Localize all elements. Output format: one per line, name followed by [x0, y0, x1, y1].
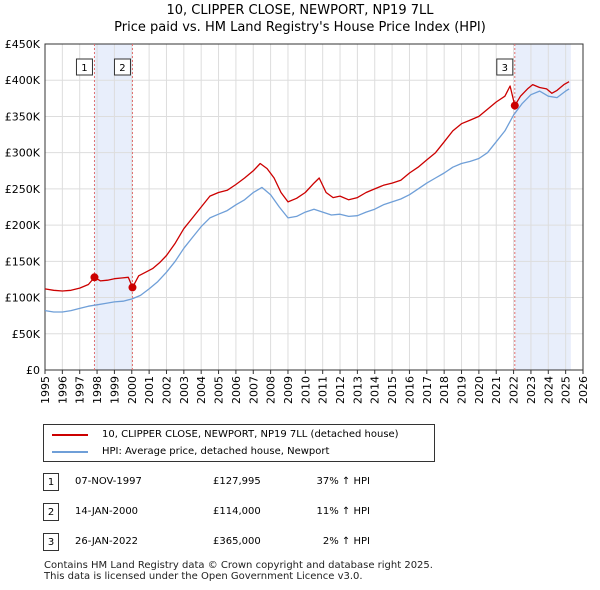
x-tick-label: 2013: [351, 376, 364, 404]
shaded-regions: [94, 44, 571, 370]
sale-marker-lines: [93, 44, 516, 370]
footer-copyright: Contains HM Land Registry data © Crown c…: [44, 560, 433, 571]
transaction-date: 26-JAN-2022: [75, 536, 139, 547]
footer-licence: This data is licensed under the Open Gov…: [44, 571, 363, 582]
transaction-price: £365,000: [213, 536, 261, 547]
x-tick-label: 2006: [230, 376, 243, 404]
x-tick-label: 2008: [265, 376, 278, 404]
x-tick-label: 1997: [74, 376, 87, 404]
x-tick-label: 2003: [178, 376, 191, 404]
shaded-region: [94, 44, 133, 370]
sale-markers: 1 2 3: [75, 58, 519, 292]
y-tick-label: £300K: [5, 147, 41, 160]
y-tick-label: £150K: [5, 255, 41, 268]
x-tick-label: 2019: [456, 376, 469, 404]
legend: 10, CLIPPER CLOSE, NEWPORT, NP19 7LL (de…: [43, 424, 435, 462]
transaction-number: 2: [43, 503, 59, 521]
sale-point: [90, 273, 99, 282]
y-tick-label: £350K: [5, 110, 41, 123]
plot-frame: [44, 43, 584, 371]
x-tick-label: 2016: [403, 376, 416, 404]
transaction-hpi-diff: 37% ↑ HPI: [316, 476, 370, 487]
x-tick-label: 2020: [473, 376, 486, 404]
hpi-series-line: [44, 88, 570, 313]
x-tick-label: 2004: [195, 376, 208, 404]
x-tick-label: 2002: [160, 376, 173, 404]
x-tick-label: 2023: [525, 376, 538, 404]
footer-attribution: Contains HM Land Registry data © Crown c…: [44, 560, 433, 582]
x-tick-label: 2022: [508, 376, 521, 404]
x-tick-label: 1996: [56, 376, 69, 404]
y-tick-label: £0: [26, 364, 40, 377]
legend-price-label: 10, CLIPPER CLOSE, NEWPORT, NP19 7LL (de…: [102, 429, 399, 440]
transaction-row: 1 07-NOV-1997 £127,995 37% ↑ HPI: [0, 473, 600, 493]
transaction-date: 07-NOV-1997: [75, 476, 142, 487]
sale-label-box: [113, 58, 131, 76]
x-tick-label: 2026: [577, 376, 590, 404]
shaded-region: [514, 44, 571, 370]
x-tick-label: 2025: [560, 376, 573, 404]
y-tick-label: £200K: [5, 219, 41, 232]
sale-label-number: 3: [502, 63, 508, 74]
transaction-number: 1: [43, 473, 59, 491]
y-tick-label: £400K: [5, 74, 41, 87]
x-tick-label: 2007: [247, 376, 260, 404]
y-tick-label: £100K: [5, 292, 41, 305]
x-tick-label: 1998: [91, 376, 104, 404]
sale-point: [128, 283, 137, 292]
transaction-row: 3 26-JAN-2022 £365,000 2% ↑ HPI: [0, 533, 600, 553]
sale-label-box: [75, 58, 93, 76]
legend-price-swatch: [52, 434, 88, 436]
price-chart: £0 £50K £100K £150K £200K £250K £300K £350K £400…: [5, 38, 590, 404]
transaction-hpi-diff: 11% ↑ HPI: [316, 506, 370, 517]
x-tick-label: 2021: [490, 376, 503, 404]
transaction-number: 3: [43, 533, 59, 551]
transaction-price: £114,000: [213, 506, 261, 517]
x-tick-label: 2024: [542, 376, 555, 404]
chart-subtitle: Price paid vs. HM Land Registry's House …: [114, 20, 486, 35]
transaction-date: 14-JAN-2000: [75, 506, 139, 517]
legend-hpi-label: HPI: Average price, detached house, Newp…: [102, 446, 330, 457]
transaction-hpi-diff: 2% ↑ HPI: [322, 536, 370, 547]
sale-label-box: [496, 58, 514, 76]
y-tick-label: £50K: [12, 328, 41, 341]
price-series-line: [44, 81, 570, 292]
series-lines: [44, 81, 570, 313]
x-tick-label: 2018: [438, 376, 451, 404]
y-tick-label: £450K: [5, 38, 41, 51]
legend-hpi-swatch: [52, 451, 88, 453]
transaction-price: £127,995: [213, 476, 261, 487]
x-tick-label: 2017: [421, 376, 434, 404]
sale-label-number: 2: [119, 63, 125, 74]
x-tick-label: 2012: [334, 376, 347, 404]
x-axis-ticks: 1995 1996 1997 1998 1999 2000 2001 2002 2003 2004…: [39, 370, 590, 404]
x-tick-label: 2015: [386, 376, 399, 404]
x-tick-label: 2011: [317, 376, 330, 404]
x-tick-label: 1995: [39, 376, 52, 404]
x-tick-label: 2014: [369, 376, 382, 404]
x-tick-label: 2001: [143, 376, 156, 404]
transaction-row: 2 14-JAN-2000 £114,000 11% ↑ HPI: [0, 503, 600, 523]
x-tick-label: 2010: [299, 376, 312, 404]
grid-lines: [44, 43, 584, 371]
sale-point: [510, 101, 519, 110]
x-tick-label: 1999: [108, 376, 121, 404]
chart-title-address: 10, CLIPPER CLOSE, NEWPORT, NP19 7LL: [166, 3, 434, 18]
y-axis-ticks: £0 £50K £100K £150K £200K £250K £300K £350K £400…: [5, 38, 41, 377]
x-tick-label: 2005: [213, 376, 226, 404]
x-tick-label: 2000: [126, 376, 139, 404]
sale-label-number: 1: [81, 63, 87, 74]
x-tick-label: 2009: [282, 376, 295, 404]
y-tick-label: £250K: [5, 183, 41, 196]
